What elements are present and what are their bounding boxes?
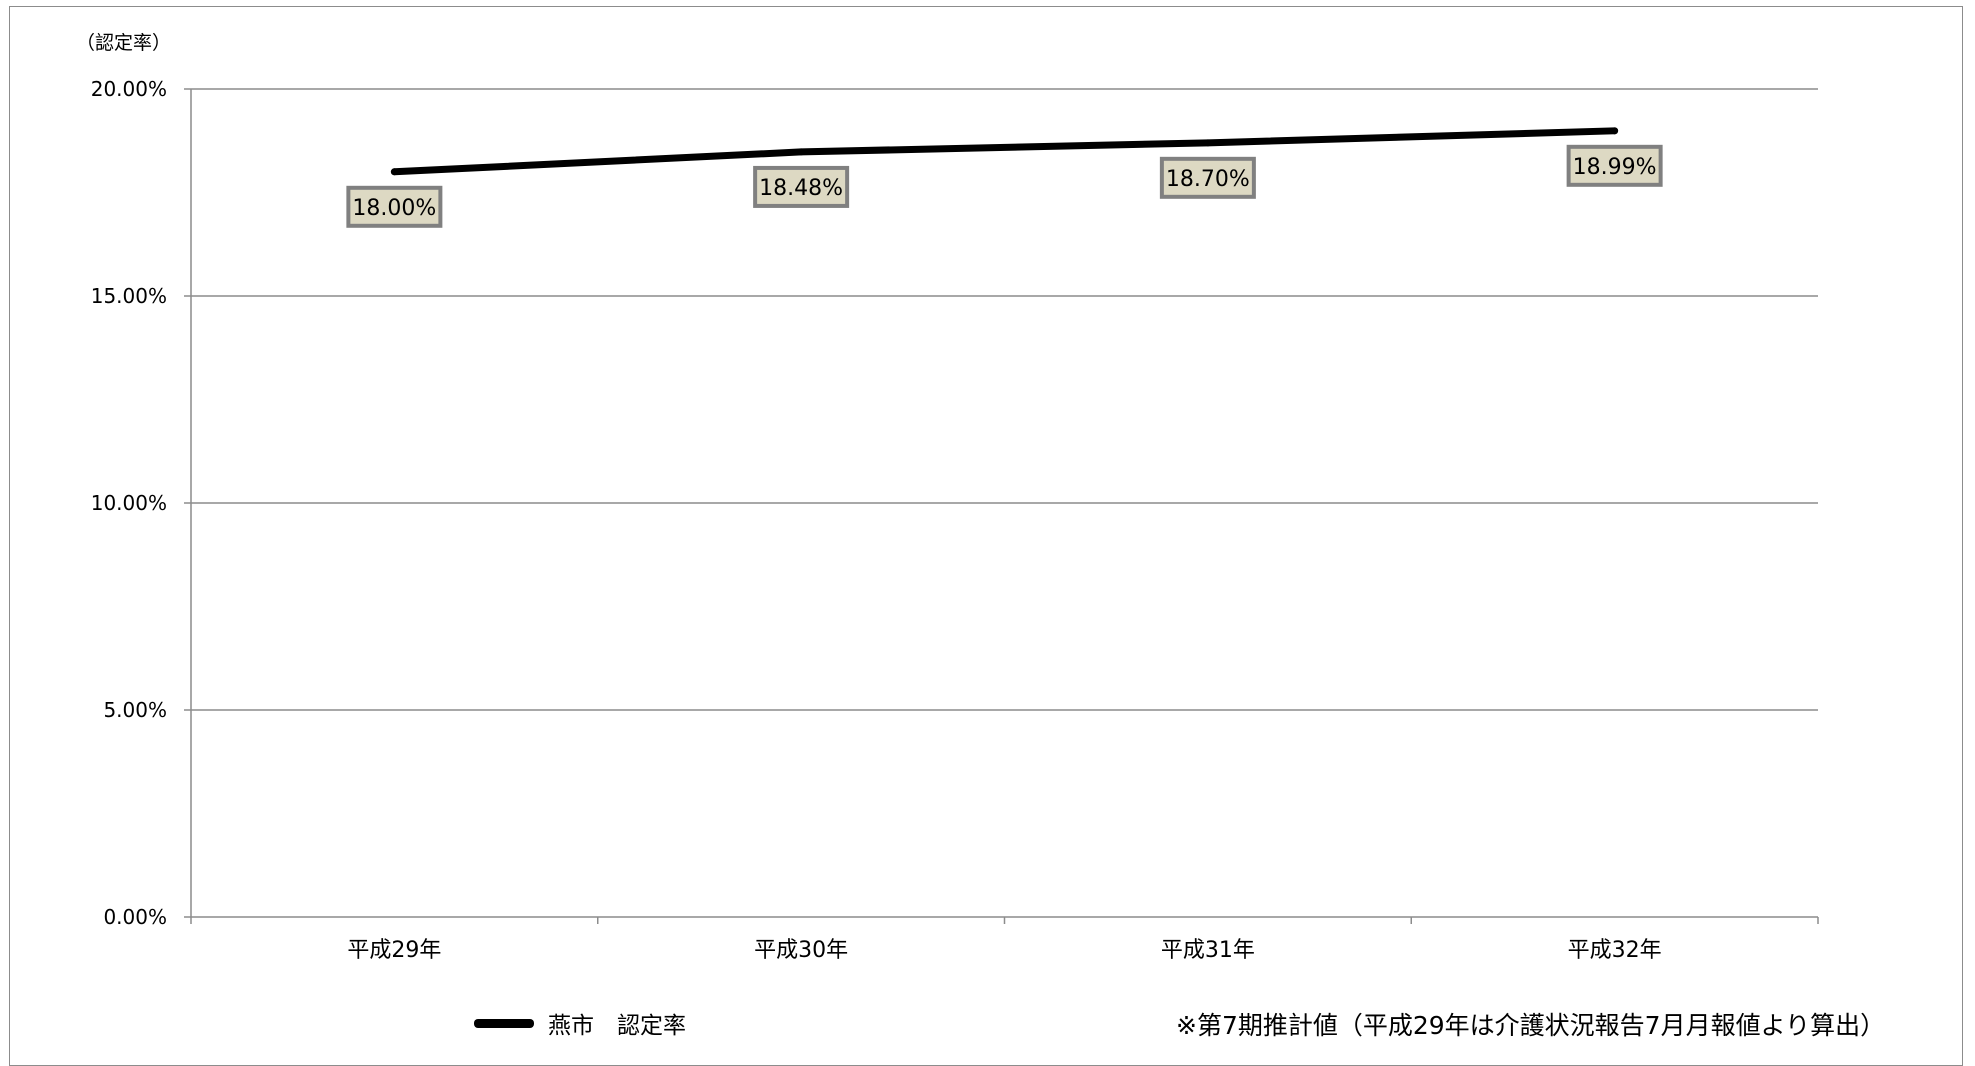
legend-swatch bbox=[474, 1018, 534, 1028]
series-group bbox=[390, 127, 1619, 176]
data-point bbox=[1611, 127, 1619, 135]
y-tick-label: 10.00% bbox=[91, 491, 167, 515]
data-label: 18.48% bbox=[759, 176, 843, 201]
series-line bbox=[390, 127, 1619, 176]
data-label-box bbox=[1566, 144, 1663, 187]
data-label-box bbox=[346, 185, 443, 228]
legend: 燕市 認定率 bbox=[474, 1006, 686, 1040]
y-tick-label: 0.00% bbox=[103, 905, 167, 929]
x-tick-label: 平成30年 bbox=[754, 938, 848, 963]
x-tick-labels: 平成29年 平成30年 平成31年 平成32年 bbox=[347, 938, 1661, 963]
x-tick-label: 平成32年 bbox=[1568, 938, 1662, 963]
data-point bbox=[1204, 139, 1212, 147]
x-tick-label: 平成29年 bbox=[347, 938, 441, 963]
data-point bbox=[390, 168, 398, 176]
y-tick-label: 5.00% bbox=[103, 698, 167, 722]
gridlines bbox=[191, 88, 1818, 711]
x-tick-label: 平成31年 bbox=[1161, 938, 1255, 963]
data-label: 18.00% bbox=[352, 196, 436, 221]
legend-label: 燕市 認定率 bbox=[548, 1013, 686, 1039]
data-point bbox=[797, 148, 805, 156]
data-label: 18.70% bbox=[1166, 167, 1250, 192]
y-tick-label: 20.00% bbox=[91, 77, 167, 101]
y-tick-labels: 0.00% 5.00% 10.00% 15.00% 20.00% bbox=[91, 77, 167, 929]
footnote: ※第7期推計値（平成29年は介護状況報告7月月報値より算出） bbox=[1176, 1011, 1886, 1040]
y-axis-unit-label: （認定率） bbox=[76, 32, 172, 54]
data-label: 18.99% bbox=[1573, 155, 1657, 180]
axes bbox=[184, 88, 1819, 924]
data-label-box bbox=[1159, 156, 1256, 199]
data-label-box bbox=[753, 165, 850, 208]
data-labels: 18.00% 18.48% 18.70% 18.99% bbox=[346, 144, 1663, 228]
y-tick-label: 15.00% bbox=[91, 284, 167, 308]
